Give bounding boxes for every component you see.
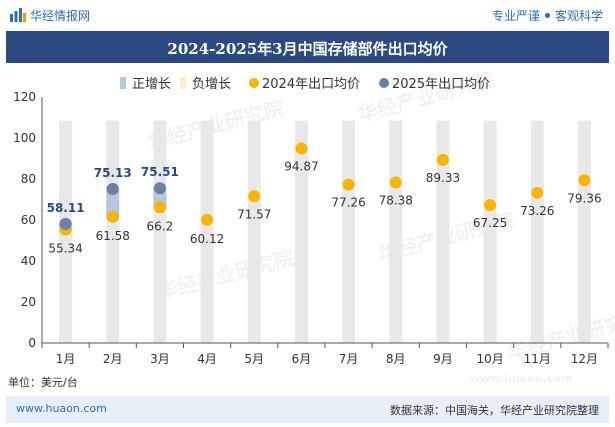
y-tick-label: 0 [28,336,36,350]
tagline: 专业严谨 客观科学 [492,7,603,24]
data-label-2025: 75.51 [141,165,179,179]
x-tick-label: 2月 [103,352,123,366]
category-band [200,120,214,343]
x-tick-label: 6月 [292,352,312,366]
category-band [530,120,544,343]
category-band [294,120,308,343]
point-2025 [153,182,166,195]
legend-swatch [180,77,186,89]
data-label-2024: 60.12 [190,232,224,246]
point-2024 [578,174,591,187]
point-2025 [59,217,72,230]
legend: 正增长 负增长 2024年出口均价 2025年出口均价 [120,77,490,92]
category-band [436,120,450,343]
y-tick-label: 100 [13,131,36,145]
data-label-2024: 77.26 [331,196,365,210]
legend-marker [249,78,259,88]
watermark-text: 华经产业研究院 [155,245,296,304]
point-2024 [389,176,402,189]
title-bar: 2024-2025年3月中国存储部件出口均价 [6,31,609,63]
point-2024 [436,153,449,166]
point-2024 [106,210,119,223]
x-tick-label: 11月 [524,352,551,366]
category-band [389,120,403,343]
legend-label: 2024年出口均价 [262,77,360,92]
category-band [153,120,167,343]
footer-url[interactable]: www.huaon.com [16,402,107,415]
data-label-2024: 79.36 [567,191,601,205]
data-label-2025: 75.13 [94,166,132,180]
x-tick-label: 10月 [476,352,503,366]
legend-swatch [120,77,126,89]
data-label-2024: 89.33 [426,171,460,185]
category-band [342,120,356,343]
data-label-2024: 71.57 [237,207,271,221]
data-label-2024: 78.38 [379,193,413,207]
chart-marks: 55.34 61.58 66.2 60.12 71.57 94.87 77.26 78.38 8… [47,142,602,256]
category-band [483,120,497,343]
data-source: 数据来源：中国海关，华经产业研究院整理 [390,404,599,417]
data-label-2024: 55.34 [48,242,82,256]
tag-objective: 客观科学 [554,9,603,23]
data-label-2024: 66.2 [147,219,174,233]
x-tick-label: 3月 [150,352,170,366]
tag-professional: 专业严谨 [491,9,540,23]
data-label-2024: 61.58 [96,229,130,243]
y-tick-label: 120 [13,90,36,104]
y-tick-label: 80 [21,172,36,186]
point-2025 [106,182,119,195]
data-label-2024: 73.26 [520,204,554,218]
watermark-text: 华经产业研究院 [505,305,615,364]
x-tick-label: 4月 [197,352,217,366]
top-bar: 华经情报网 专业严谨 客观科学 [0,0,615,30]
x-tick-label: 12月 [571,352,598,366]
watermarks: 华经产业研究院华经产业研究院华经产业研究院华经产业研究院华经产业研究院www.h… [145,67,615,385]
y-tick-label: 40 [21,254,36,268]
data-label-2025: 58.11 [47,201,85,215]
x-tick-label: 9月 [433,352,453,366]
category-band [247,120,261,343]
legend-marker [379,78,389,88]
logo-icon [10,8,26,22]
y-axis: 0 20 40 60 80 100 120 [13,90,43,350]
category-band [106,120,120,343]
x-tick-label: 8月 [386,352,406,366]
unit-label: 单位：美元/台 [8,376,78,389]
legend-label: 正增长 [132,77,171,92]
x-tick-label: 7月 [339,352,359,366]
point-2024 [484,199,497,212]
separator-dot-icon [544,13,550,18]
data-label-2024: 94.87 [284,160,318,174]
point-2024 [201,213,214,226]
category-band [577,120,591,343]
chart-title: 2024-2025年3月中国存储部件出口均价 [167,40,448,58]
point-2024 [295,142,308,155]
point-2024 [248,190,261,203]
brand-name: 华经情报网 [30,9,91,23]
point-2024 [153,201,166,214]
point-2024 [531,186,544,199]
x-tick-label: 5月 [244,352,264,366]
legend-label: 2025年出口均价 [392,77,490,92]
legend-label: 负增长 [192,77,231,92]
x-axis: 1月 2月 3月 4月 5月 6月 7月 8月 9月 10月 11月 12月 [41,342,609,366]
y-tick-label: 60 [21,213,36,227]
point-2024 [342,178,355,191]
footer: www.huaon.com 数据来源：中国海关，华经产业研究院整理 [6,396,609,423]
data-label-2024: 67.25 [473,216,507,230]
x-tick-label: 1月 [56,352,76,366]
y-tick-label: 20 [21,295,36,309]
watermark-url: www.huaon.com [470,372,572,385]
